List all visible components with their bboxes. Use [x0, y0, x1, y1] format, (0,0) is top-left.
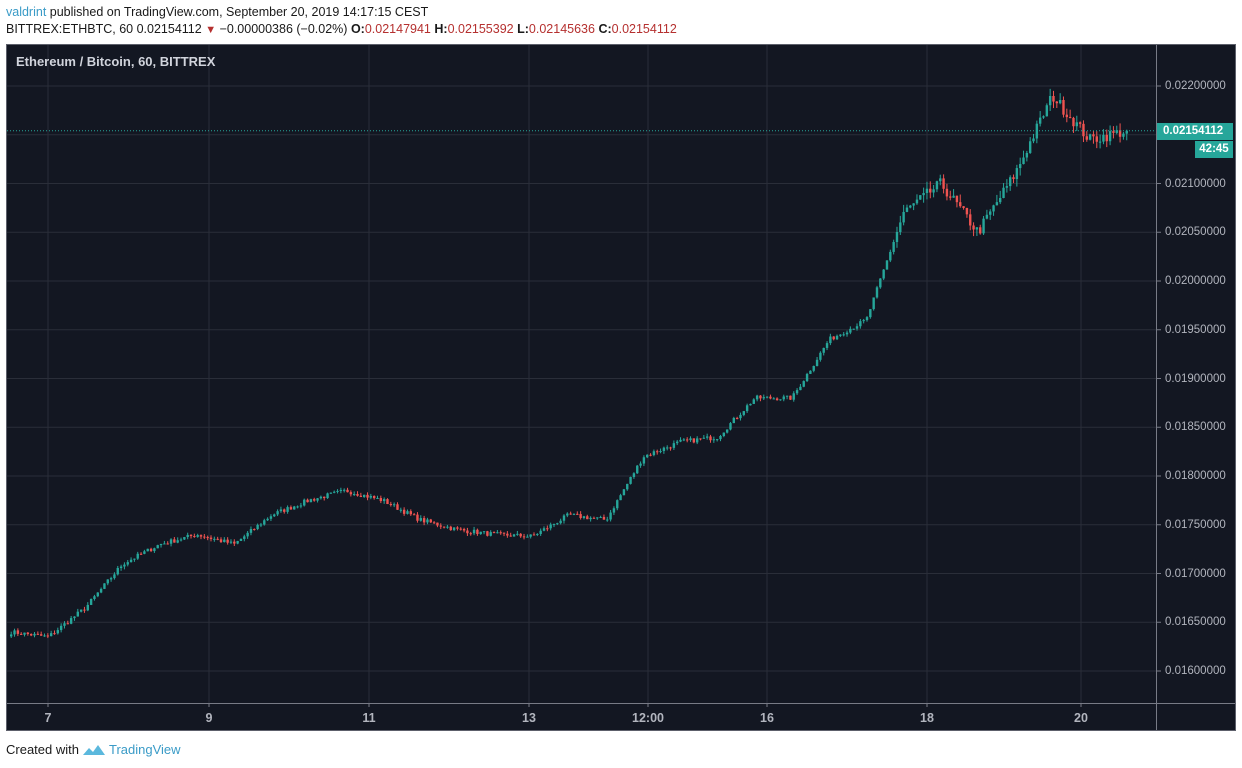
price-axis-label: 0.02200000: [1165, 80, 1226, 92]
published-text: published on TradingView.com, September …: [46, 5, 429, 19]
price-axis-label: 0.01800000: [1165, 470, 1226, 482]
down-arrow-icon: ▼: [205, 24, 217, 36]
price-axis-label: 0.01900000: [1165, 372, 1226, 385]
price-axis-label: 0.01600000: [1165, 665, 1226, 677]
created-with-text: Created with: [6, 742, 79, 757]
candlestick-plot[interactable]: [7, 45, 1235, 730]
open-value: 0.02147941: [364, 22, 431, 36]
last-price: 0.02154112: [136, 22, 202, 36]
price-axis-label: 0.02000000: [1165, 275, 1226, 287]
time-axis-divider: [7, 703, 1235, 704]
chart-legend: Ethereum / Bitcoin, 60, BITTREX: [16, 54, 216, 69]
author-link[interactable]: valdrint: [6, 5, 47, 19]
low-label: L:: [517, 22, 529, 36]
close-value: 0.02154112: [611, 22, 677, 36]
low-value: 0.02145636: [528, 22, 595, 36]
tradingview-logo-icon: [82, 744, 105, 755]
symbol-ohlc-line: BITTREX:ETHBTC, 60 0.02154112 ▼ −0.00000…: [6, 22, 677, 36]
tradingview-brand-link[interactable]: TradingView: [108, 742, 181, 757]
time-axis-label: 20: [1074, 711, 1088, 725]
close-label: C:: [598, 22, 612, 36]
price-axis-label: 0.02100000: [1165, 177, 1226, 190]
high-label: H:: [434, 22, 448, 36]
price-axis-label: 0.01950000: [1165, 323, 1226, 336]
price-axis-divider: [1156, 45, 1157, 730]
price-axis-label: 0.02050000: [1165, 226, 1226, 239]
bar-countdown-tag: 42:45: [1195, 140, 1233, 158]
time-axis-label: 18: [920, 711, 934, 725]
last-price-tag: 0.02154112: [1157, 122, 1233, 140]
price-axis-label: 0.01750000: [1165, 518, 1226, 531]
time-axis-label: 11: [362, 711, 376, 725]
publish-info: valdrint published on TradingView.com, S…: [6, 5, 428, 19]
symbol-label: BITTREX:ETHBTC, 60: [6, 22, 134, 36]
price-axis-label: 0.01650000: [1165, 616, 1226, 629]
time-axis-label: 13: [522, 711, 536, 725]
footer: Created with TradingView: [6, 742, 181, 757]
high-value: 0.02155392: [447, 22, 514, 36]
price-change: −0.00000386 (−0.02%): [219, 22, 348, 36]
time-axis-label: 12:00: [632, 711, 664, 725]
price-axis-label: 0.01850000: [1165, 421, 1226, 434]
chart-pane[interactable]: Ethereum / Bitcoin, 60, BITTREX 0.022000…: [6, 44, 1236, 731]
time-axis-label: 7: [44, 711, 52, 725]
time-axis-label: 16: [760, 711, 774, 725]
price-axis-label: 0.01700000: [1165, 567, 1226, 580]
time-axis-label: 9: [205, 711, 213, 725]
open-label: O:: [350, 22, 365, 36]
